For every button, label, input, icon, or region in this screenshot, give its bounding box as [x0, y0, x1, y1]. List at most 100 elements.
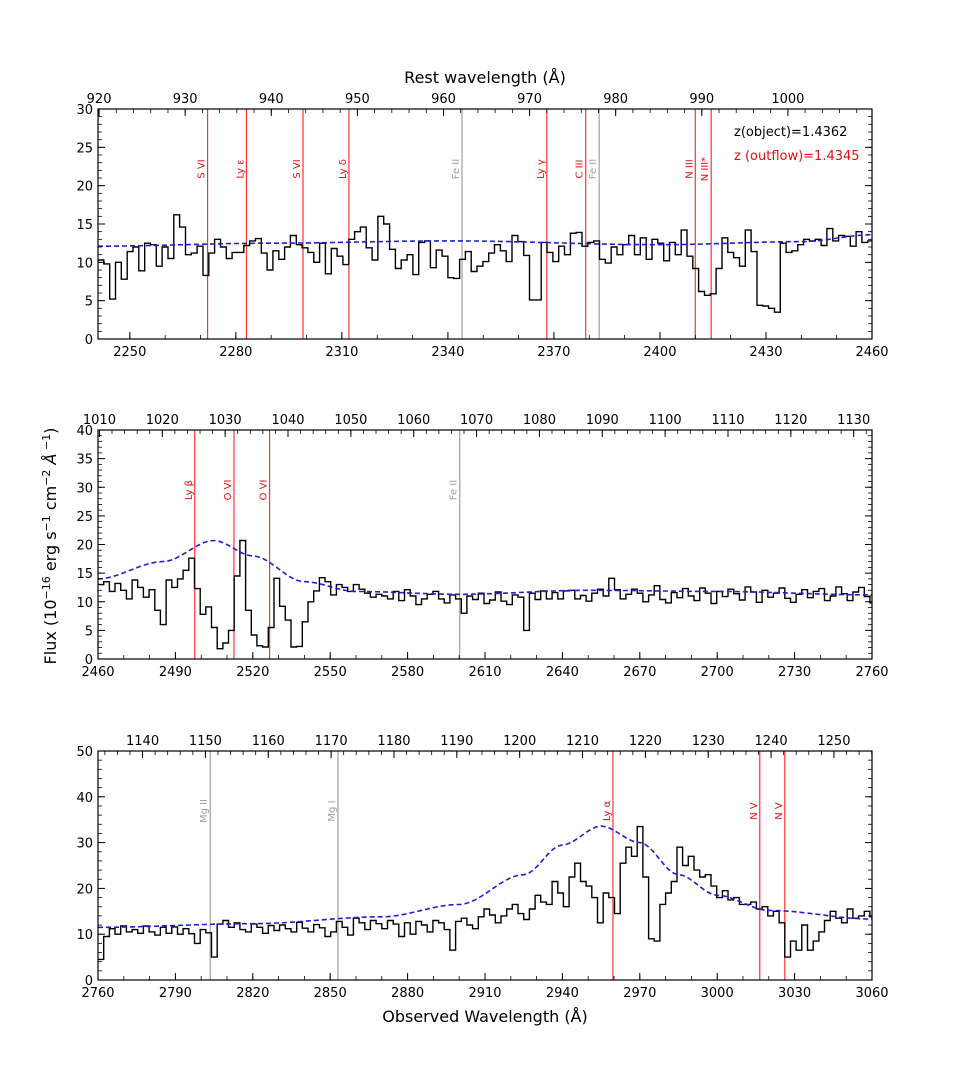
rest-tick-label: 1220 — [629, 734, 662, 749]
axes-frame — [97, 108, 873, 340]
x-tick-label: 2970 — [623, 986, 656, 1001]
rest-tick-label: 940 — [259, 92, 284, 107]
rest-tick-label: 920 — [87, 92, 112, 107]
y-tick-label: 15 — [76, 567, 93, 582]
line-marker-label: Ly γ — [536, 159, 547, 179]
x-tick-label: 2460 — [81, 665, 114, 680]
rest-tick-label: 1080 — [523, 413, 556, 428]
y-tick-label: 0 — [85, 974, 93, 989]
rest-tick-label: 1040 — [271, 413, 304, 428]
line-marker-label: C III — [575, 159, 586, 178]
y-tick-label: 30 — [76, 837, 93, 852]
rest-tick-label: 1160 — [252, 734, 285, 749]
x-tick-label: 2460 — [855, 345, 888, 360]
rest-tick-label: 1150 — [189, 734, 222, 749]
rest-tick-label: 930 — [173, 92, 198, 107]
line-marker-label: Ly α — [602, 800, 613, 821]
x-tick-label: 2760 — [81, 986, 114, 1001]
x-tick-label: 2940 — [546, 986, 579, 1001]
rest-tick-label: 970 — [517, 92, 542, 107]
redshift-object-label: z(object)=1.4362 — [734, 125, 847, 140]
rest-tick-label: 1190 — [440, 734, 473, 749]
line-marker-label: N III — [684, 159, 695, 179]
line-marker-label: Ly β — [184, 480, 195, 500]
x-tick-label: 2820 — [236, 986, 269, 1001]
rest-tick-label: 1030 — [209, 413, 242, 428]
line-marker-label: Mg I — [327, 800, 338, 821]
x-tick-label: 2310 — [325, 345, 358, 360]
flux-spectrum — [98, 539, 872, 650]
rest-tick-label: 1090 — [586, 413, 619, 428]
rest-tick-label: 1230 — [692, 734, 725, 749]
axes-frame — [97, 429, 873, 660]
y-tick-label: 0 — [85, 333, 93, 348]
line-marker-label: Ly ε — [235, 159, 246, 178]
rest-tick-label: 1240 — [755, 734, 788, 749]
continuum-fit — [98, 233, 873, 247]
x-tick-label: 2700 — [701, 665, 734, 680]
rest-tick-label: 980 — [603, 92, 628, 107]
rest-tick-label: 1170 — [315, 734, 348, 749]
line-marker-label: S VI — [292, 159, 303, 178]
x-tick-label: 2250 — [113, 345, 146, 360]
axes-frame — [97, 750, 873, 981]
x-tick-label: 2490 — [159, 665, 192, 680]
y-tick-label: 20 — [76, 180, 93, 195]
x-tick-label: 2580 — [391, 665, 424, 680]
line-marker-label: O VI — [259, 480, 270, 501]
y-tick-label: 30 — [76, 481, 93, 496]
x-tick-label: 2730 — [778, 665, 811, 680]
y-tick-label: 10 — [76, 256, 93, 271]
x-tick-label: 2640 — [546, 665, 579, 680]
x-tick-label: 2370 — [537, 345, 570, 360]
x-tick-label: 2610 — [468, 665, 501, 680]
x-tick-label: 3030 — [778, 986, 811, 1001]
panel-bottom: Mg II Mg I Ly α N V N V 2760 2790 2820 2850 2880 2… — [76, 734, 888, 1001]
rest-tick-label: 1180 — [377, 734, 410, 749]
flux-spectrum — [98, 825, 872, 961]
x-tick-label: 2880 — [391, 986, 424, 1001]
rest-tick-label: 1050 — [334, 413, 367, 428]
x-tick-label: 2400 — [643, 345, 676, 360]
x-tick-label: 2430 — [749, 345, 782, 360]
x-tick-label: 2850 — [314, 986, 347, 1001]
x-tick-label: 2550 — [314, 665, 347, 680]
top-axis-label: Rest wavelength (Å) — [404, 68, 566, 87]
bottom-axis-label: Observed Wavelength (Å) — [382, 1007, 588, 1026]
rest-tick-label: 950 — [345, 92, 370, 107]
y-axis-label: Flux (10−16 erg s−1 cm−2 Å −1) — [40, 428, 60, 665]
y-tick-label: 0 — [85, 653, 93, 668]
line-marker-label: Fe II — [451, 159, 462, 179]
continuum-fit — [98, 825, 873, 929]
line-marker-label: N V — [774, 802, 785, 820]
rest-tick-label: 1130 — [837, 413, 870, 428]
flux-spectrum — [98, 214, 872, 313]
rest-tick-label: 1200 — [503, 734, 536, 749]
rest-tick-label: 1020 — [146, 413, 179, 428]
rest-tick-label: 1110 — [711, 413, 744, 428]
rest-tick-label: 1000 — [771, 92, 804, 107]
rest-tick-label: 1120 — [774, 413, 807, 428]
rest-tick-label: 1070 — [460, 413, 493, 428]
x-tick-label: 2340 — [431, 345, 464, 360]
rest-tick-label: 1100 — [649, 413, 682, 428]
x-tick-label: 2520 — [236, 665, 269, 680]
y-tick-label: 50 — [76, 745, 93, 760]
redshift-outflow-label: z (outflow)=1.4345 — [734, 149, 860, 164]
x-tick-label: 2760 — [855, 665, 888, 680]
y-tick-label: 20 — [76, 882, 93, 897]
y-tick-label: 40 — [76, 791, 93, 806]
x-tick-label: 2790 — [159, 986, 192, 1001]
y-tick-label: 20 — [76, 539, 93, 554]
line-marker-label: Fe II — [449, 480, 460, 500]
y-tick-label: 15 — [76, 218, 93, 233]
line-marker-label: N V — [749, 802, 760, 820]
y-tick-label: 10 — [76, 928, 93, 943]
line-marker-label: Mg II — [199, 799, 210, 823]
line-marker-label: S VI — [197, 159, 208, 178]
rest-tick-label: 1210 — [566, 734, 599, 749]
rest-tick-label: 1010 — [83, 413, 116, 428]
